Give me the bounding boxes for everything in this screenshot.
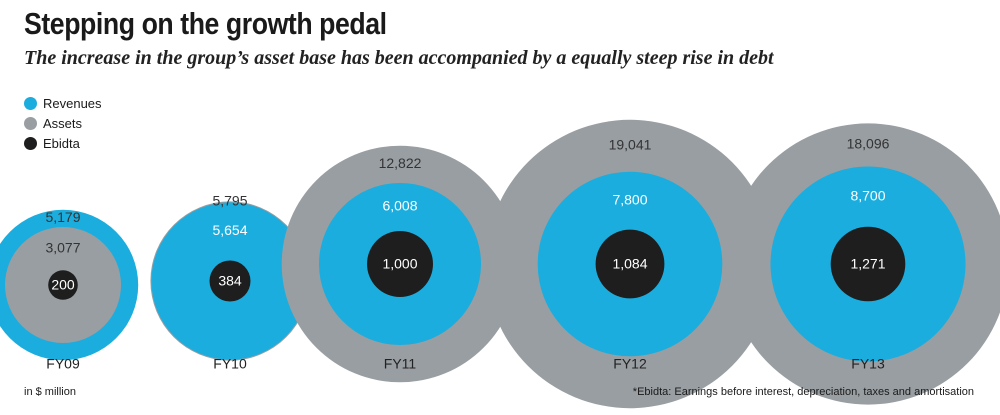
unit-note: in $ million: [24, 386, 76, 398]
value-label-middle-fy11: 6,008: [382, 198, 417, 214]
legend-label-revenues: Revenues: [43, 95, 102, 111]
value-label-inner-fy13: 1,271: [850, 256, 885, 272]
value-label-inner-fy10: 384: [218, 273, 242, 289]
footnote: *Ebidta: Earnings before interest, depre…: [632, 386, 974, 398]
bubble-ebidta-fy12: [595, 229, 665, 299]
bubble-ebidta-fy13: [830, 226, 906, 302]
category-label-fy13: FY13: [851, 356, 885, 372]
legend-item-assets: Assets: [24, 113, 102, 133]
category-label-fy10: FY10: [213, 356, 247, 372]
chart-title: Stepping on the growth pedal: [24, 6, 387, 41]
value-label-outer-fy11: 12,822: [379, 155, 422, 171]
value-label-inner-fy09: 200: [51, 277, 75, 293]
legend-swatch-ebidta: [24, 136, 37, 150]
bubble-ebidta-fy10: [209, 260, 251, 302]
value-label-outer-fy09: 5,179: [45, 209, 80, 225]
legend-item-ebidta: Ebidta: [24, 133, 102, 153]
category-label-fy12: FY12: [613, 356, 647, 372]
category-label-fy11: FY11: [384, 356, 417, 372]
legend-label-ebidta: Ebidta: [43, 135, 80, 151]
legend-swatch-revenues: [24, 96, 37, 110]
legend-swatch-assets: [24, 116, 37, 130]
value-label-outer-fy12: 19,041: [609, 136, 652, 152]
chart-subtitle: The increase in the group’s asset base h…: [24, 47, 774, 69]
value-label-middle-fy09: 3,077: [45, 239, 80, 255]
value-label-inner-fy12: 1,084: [612, 256, 647, 272]
bubble-ebidta-fy11: [367, 231, 433, 297]
value-label-outer-fy10: 5,795: [212, 193, 247, 209]
legend-label-assets: Assets: [43, 115, 83, 131]
value-label-middle-fy10: 5,654: [212, 222, 247, 238]
value-label-outer-fy13: 18,096: [847, 136, 890, 152]
value-label-middle-fy13: 8,700: [850, 187, 885, 203]
legend: Revenues Assets Ebidta: [24, 93, 102, 153]
category-label-fy09: FY09: [46, 356, 80, 372]
value-label-inner-fy11: 1,000: [382, 256, 417, 272]
bubble-ebidta-fy09: [48, 270, 78, 300]
legend-item-revenues: Revenues: [24, 93, 102, 113]
value-label-middle-fy12: 7,800: [612, 191, 647, 207]
